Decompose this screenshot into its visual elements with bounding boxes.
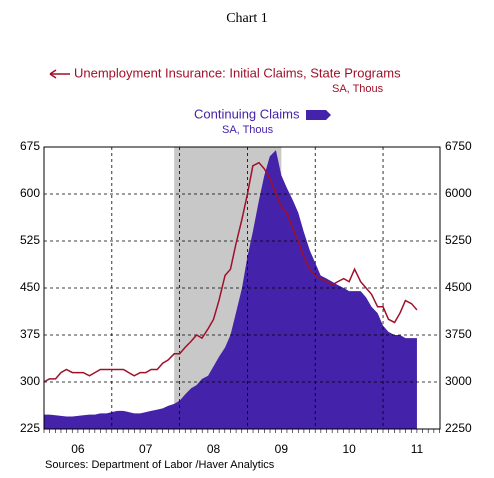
y-tick-label: 375 [20,327,40,341]
y2-tick-label: 3000 [445,374,472,388]
legend-label: Continuing Claims [194,106,300,121]
y2-tick-label: 6750 [445,139,472,153]
x-tick-label: 07 [139,442,153,456]
legend-arrow [49,69,57,79]
y2-tick-label: 6000 [445,186,472,200]
legend-swatch [306,110,331,120]
x-tick-label: 11 [411,442,424,456]
y-tick-label: 525 [20,233,40,247]
line-series [43,161,418,383]
x-tick-label: 10 [342,442,356,456]
legend-units: SA, Thous [332,83,384,95]
y-tick-label: 675 [20,139,40,153]
area-series [44,150,417,429]
legend-label: Unemployment Insurance: Initial Claims, … [74,65,401,80]
y-tick-label: 600 [20,186,40,200]
y-tick-label: 300 [20,374,40,388]
legend-units: SA, Thous [222,124,274,136]
y2-tick-label: 5250 [445,233,472,247]
x-tick-label: 09 [275,442,289,456]
y2-tick-label: 4500 [445,280,472,294]
y2-tick-label: 3750 [445,327,472,341]
chart-title: Chart 1 [226,11,268,26]
x-tick-label: 08 [207,442,221,456]
source-note: Sources: Department of Labor /Haver Anal… [45,459,275,471]
x-tick-label: 06 [71,442,85,456]
y-tick-label: 450 [20,280,40,294]
y-tick-label: 225 [20,421,40,435]
y2-tick-label: 2250 [445,421,472,435]
